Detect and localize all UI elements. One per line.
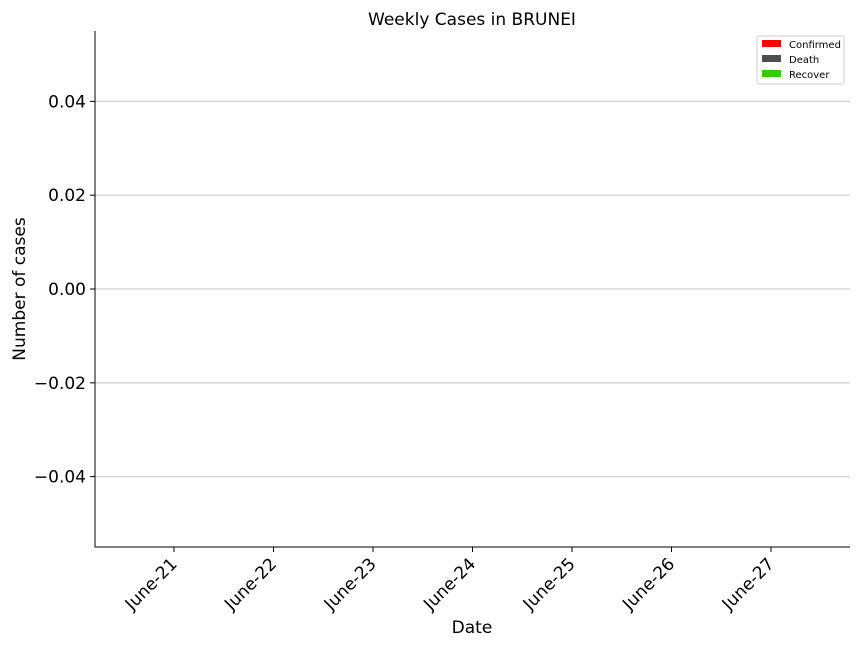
x-tick-label: June-23 xyxy=(320,554,381,615)
x-tick-label: June-27 xyxy=(718,554,779,615)
y-tick-label: −0.04 xyxy=(34,468,86,488)
chart-title: Weekly Cases in BRUNEI xyxy=(368,10,576,30)
x-tick-label: June-24 xyxy=(419,554,480,615)
y-axis-label: Number of cases xyxy=(10,217,30,361)
x-tick-label: June-22 xyxy=(220,554,281,615)
legend: Confirmed Death Recover xyxy=(756,35,845,85)
legend-label: Death xyxy=(789,55,819,66)
legend-swatch xyxy=(762,70,781,77)
y-tick-label: −0.02 xyxy=(34,374,86,394)
x-tick-label: June-26 xyxy=(618,554,679,615)
legend-label: Recover xyxy=(789,70,830,81)
y-tick-label: 0.04 xyxy=(48,92,86,112)
legend-swatch xyxy=(762,55,781,62)
x-tick-label: June-25 xyxy=(519,554,580,615)
y-tick-label: 0.00 xyxy=(48,280,86,300)
x-axis-ticks: June-21 June-22 June-23 June-24 June-25 June-… xyxy=(121,547,779,615)
y-tick-label: 0.02 xyxy=(48,186,86,206)
x-tick-label: June-21 xyxy=(121,554,182,615)
legend-label: Confirmed xyxy=(789,40,841,51)
x-axis-label: Date xyxy=(452,618,493,638)
legend-swatch xyxy=(762,40,781,47)
grid-lines xyxy=(95,100,850,478)
y-axis-ticks: 0.04 0.02 0.00 −0.02 −0.04 xyxy=(34,92,95,488)
